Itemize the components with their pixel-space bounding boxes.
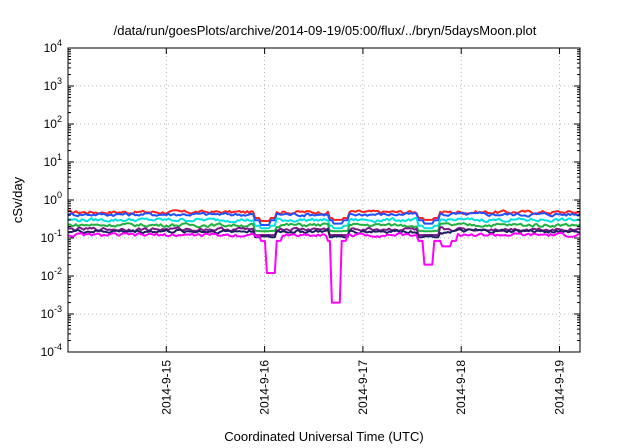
series-line (67, 222, 581, 233)
grid (68, 48, 580, 352)
y-tick-label: 10-2 (41, 266, 62, 283)
x-tick-label: 2014-9-15 (159, 360, 173, 415)
chart-title: /data/run/goesPlots/archive/2014-09-19/0… (114, 23, 537, 38)
x-tick-label: 2014-9-17 (356, 360, 370, 415)
x-tick-label: 2014-9-18 (454, 360, 468, 415)
series-line (67, 228, 581, 239)
series-line (67, 226, 581, 237)
y-tick-label: 103 (44, 76, 62, 93)
x-tick-label: 2014-9-16 (258, 360, 272, 415)
y-axis: 10-4 10-3 10-2 10-1 100 101 102 103 104 (41, 38, 580, 359)
x-axis-label: Coordinated Universal Time (UTC) (224, 429, 423, 444)
x-axis: 2014-9-15 2014-9-16 2014-9-17 2014-9-18 2014… (159, 48, 567, 415)
series-line (68, 231, 581, 304)
y-tick-label: 10-4 (41, 342, 62, 359)
y-tick-label: 101 (44, 152, 62, 169)
series-line (67, 216, 581, 230)
y-tick-label: 100 (44, 190, 62, 207)
series-line (67, 211, 581, 226)
y-tick-label: 10-3 (41, 304, 62, 321)
y-tick-label: 104 (44, 38, 62, 55)
series (67, 209, 581, 304)
y-axis-label: cSv/day (10, 176, 25, 223)
y-tick-label: 10-1 (41, 228, 62, 245)
x-tick-label: 2014-9-19 (553, 360, 567, 415)
y-tick-label: 102 (44, 114, 62, 131)
